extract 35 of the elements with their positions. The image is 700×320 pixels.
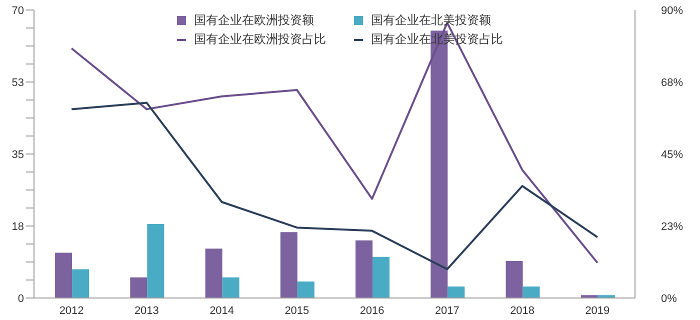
- x-tick-label: 2016: [360, 304, 384, 317]
- y-tick-label: 35: [12, 148, 24, 161]
- x-tick-label: 2018: [510, 304, 535, 317]
- bar: [147, 224, 164, 298]
- bar: [130, 277, 148, 298]
- legend-label: 国有企业在欧洲投资占比: [194, 31, 326, 48]
- x-tick-label: 2013: [134, 304, 159, 317]
- bar: [448, 286, 465, 298]
- bar: [55, 252, 72, 298]
- y2-tick-label: 23%: [661, 220, 684, 233]
- bar: [506, 260, 523, 298]
- line-series: [70, 102, 598, 270]
- x-tick-label: 2012: [59, 304, 84, 317]
- y-tick-label: 53: [12, 76, 24, 89]
- bar: [280, 232, 298, 298]
- bar: [72, 269, 90, 298]
- bar: [205, 248, 222, 298]
- y2-tick-label: 90%: [661, 4, 684, 17]
- x-tick-label: 2015: [284, 304, 310, 317]
- legend-label: 国有企业在北美投资额: [371, 12, 491, 29]
- y-tick-label: 0: [18, 292, 24, 305]
- y-tick-label: 18: [12, 220, 24, 233]
- y2-tick-label: 0%: [661, 292, 678, 305]
- bar: [222, 277, 240, 298]
- y-tick-label: 70: [12, 4, 24, 17]
- x-tick-label: 2017: [434, 304, 460, 317]
- x-tick-label: 2014: [210, 304, 234, 317]
- legend-label: 国有企业在欧洲投资额: [194, 12, 314, 29]
- bar: [297, 282, 314, 298]
- y2-tick-label: 45%: [661, 148, 684, 161]
- bar: [356, 240, 373, 298]
- bar: [372, 256, 390, 298]
- bar: [522, 286, 540, 298]
- y2-tick-label: 68%: [661, 76, 684, 89]
- x-tick-label: 2019: [585, 304, 610, 317]
